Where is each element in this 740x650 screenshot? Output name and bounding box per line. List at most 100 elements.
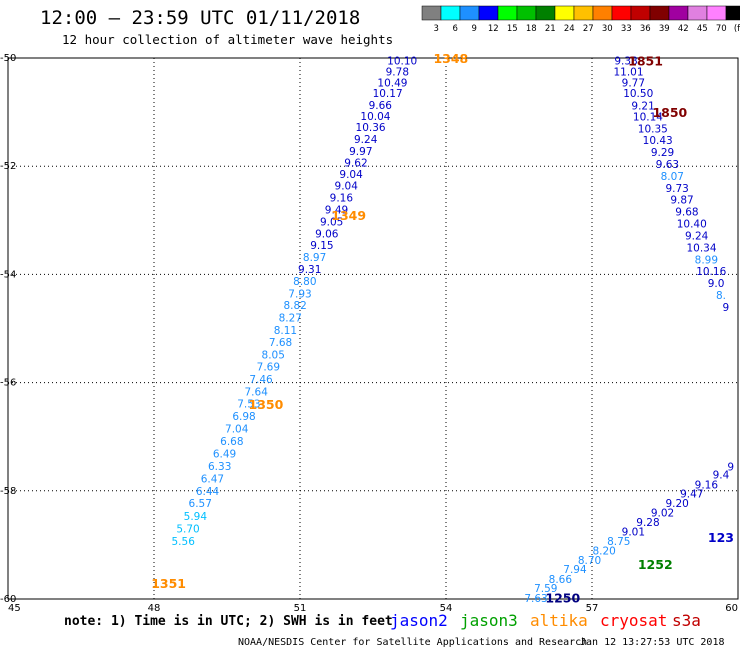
wave-height-label: 10.34 — [686, 242, 716, 254]
wave-height-label: 6.47 — [201, 473, 224, 485]
wave-height-label: 7.69 — [257, 361, 280, 373]
plot-border — [7, 57, 739, 600]
satellite-track: 9.3811.019.7710.509.2110.1410.3510.439.2… — [613, 54, 729, 314]
wave-height-label: 8.07 — [661, 171, 684, 183]
wave-height-label: 7.64 — [245, 386, 269, 398]
satellite-track: 10.109.7810.4910.179.6610.0410.369.249.9… — [151, 51, 468, 591]
color-key-swatch — [554, 5, 575, 21]
satellite-track: 7.637.598.667.948.708.208.759.019.289.02… — [524, 461, 734, 605]
latitude-tick-label: -56 — [0, 378, 16, 389]
wave-height-label: 9.28 — [636, 517, 659, 529]
color-key-label: 15 — [507, 24, 518, 34]
wave-height-label: 9.16 — [330, 193, 354, 205]
color-key-label: 36 — [640, 24, 651, 34]
color-key-swatch — [668, 5, 689, 21]
wave-height-label: 6.68 — [220, 436, 243, 448]
color-key-label: 6 — [453, 24, 458, 34]
longitude-tick-label: 51 — [294, 603, 307, 614]
pass-time-label: 1349 — [331, 208, 366, 223]
wave-height-label: 9.78 — [386, 67, 409, 79]
wave-height-label: 9.21 — [631, 101, 654, 113]
wave-height-label: 7.04 — [225, 424, 249, 436]
color-key-label: (ft) — [734, 24, 740, 34]
wave-height-label: 9.62 — [344, 157, 367, 169]
wave-height-label: 8.11 — [274, 325, 297, 337]
wave-height-label: 9.49 — [325, 204, 348, 216]
wave-height-label: 10.10 — [387, 56, 417, 68]
color-key-swatch — [687, 5, 708, 21]
wave-height-label: 11.01 — [613, 67, 643, 79]
color-key-label: 24 — [564, 24, 575, 34]
color-key-swatch — [421, 5, 442, 21]
color-key-label: 3 — [434, 24, 439, 34]
wave-height-label: 7.53 — [237, 399, 260, 411]
longitude-tick-label: 54 — [440, 603, 453, 614]
color-key-swatch — [440, 5, 461, 21]
wave-height-label: 9.06 — [315, 228, 339, 240]
color-key-swatch — [725, 5, 740, 21]
latitude-ticks: -50 -52 -54 -56 -58 -60 — [0, 53, 16, 605]
color-key-label: 70 — [716, 24, 727, 34]
wave-height-label: 6.44 — [196, 486, 220, 498]
wave-height-label: 7.59 — [534, 583, 557, 595]
wave-height-label: 7.63 — [524, 593, 547, 605]
wave-height-label: 9.15 — [310, 240, 333, 252]
color-key-swatch — [516, 5, 537, 21]
wave-height-label: 9.77 — [622, 77, 645, 89]
color-key-swatch — [592, 5, 613, 21]
color-key-swatch — [649, 5, 670, 21]
wave-height-label: 6.33 — [208, 461, 231, 473]
longitude-tick-label: 60 — [725, 603, 738, 614]
pass-time-label: 123 — [708, 530, 734, 545]
wave-height-label: 10.43 — [643, 135, 673, 147]
plot-area — [7, 57, 739, 600]
wave-height-label: 9.68 — [675, 207, 698, 219]
pass-time-label: 1850 — [652, 105, 687, 120]
color-key-swatch — [459, 5, 480, 21]
wave-height-label: 9.24 — [354, 134, 378, 146]
satellite-tracks: 10.109.7810.4910.179.6610.0410.369.249.9… — [151, 51, 734, 605]
wave-height-label: 9.05 — [320, 216, 343, 228]
color-key-label: 33 — [621, 24, 632, 34]
satellite-legend-jason3: jason3 — [460, 611, 518, 630]
color-key-label: 30 — [602, 24, 613, 34]
satellite-legend-cryosat: cryosat — [600, 611, 667, 630]
color-key-label: 9 — [472, 24, 477, 34]
wave-height-label: 9 — [722, 302, 729, 314]
color-key-swatch — [535, 5, 556, 21]
wave-height-label: 8.20 — [592, 545, 615, 557]
latitude-tick-label: -60 — [0, 594, 16, 605]
timestamp-text: Jan 12 13:27:53 UTC 2018 — [580, 637, 725, 648]
latitude-tick-label: -50 — [0, 53, 16, 64]
color-key-label: 45 — [697, 24, 708, 34]
wave-height-label: 10.04 — [360, 111, 390, 123]
map-subtitle: 12 hour collection of altimeter wave hei… — [62, 32, 393, 47]
wave-height-label: 10.50 — [623, 88, 653, 100]
wave-height-label: 9.87 — [670, 195, 693, 207]
wave-height-label: 9.02 — [651, 507, 674, 519]
wave-height-label: 8.80 — [293, 276, 316, 288]
longitude-ticks: 45 48 51 54 57 60 — [8, 603, 738, 614]
longitude-tick-label: 45 — [8, 603, 21, 614]
satellite-legend-jason2: jason2 — [390, 611, 448, 630]
wave-height-label: 10.40 — [677, 219, 707, 231]
satellite-legend: jason2 jason3 altika cryosat s3a — [390, 611, 701, 630]
color-key-label: 18 — [526, 24, 537, 34]
wave-height-label: 9.20 — [665, 498, 688, 510]
pass-time-label: 1350 — [249, 397, 284, 412]
color-key-label: 42 — [678, 24, 689, 34]
color-key-swatch — [478, 5, 499, 21]
wave-height-label: 9.63 — [656, 159, 679, 171]
wave-height-label: 9.4 — [713, 470, 730, 482]
wave-height-label: 9.29 — [651, 147, 674, 159]
wave-height-label: 9.24 — [685, 230, 709, 242]
wave-height-label: 9.0 — [708, 278, 725, 290]
wave-height-label: 9 — [727, 461, 734, 473]
wave-height-label: 8.70 — [578, 555, 601, 567]
wave-height-label: 5.94 — [184, 511, 208, 523]
wave-height-label: 7.94 — [563, 564, 587, 576]
wave-height-label: 10.49 — [377, 77, 407, 89]
wave-height-label: 9.66 — [369, 100, 393, 112]
